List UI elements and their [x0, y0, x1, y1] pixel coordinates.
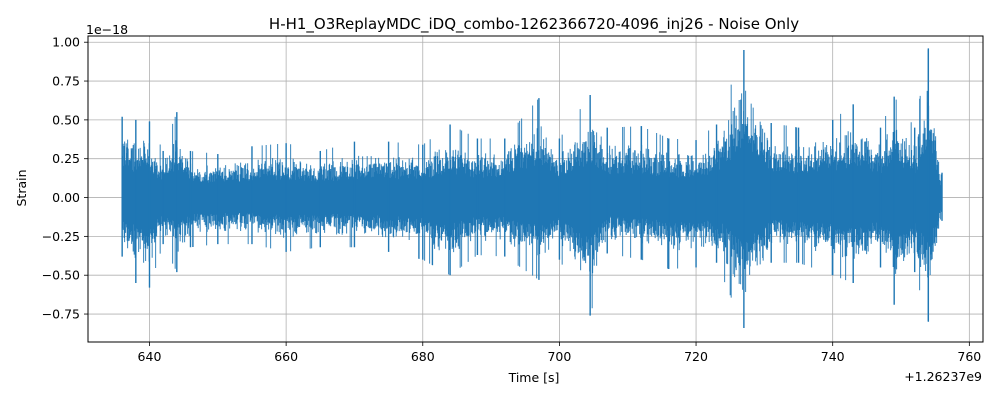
y-scale-label: 1e−18: [86, 22, 128, 37]
strain-trace: [121, 49, 943, 322]
y-tick-label: −0.50: [42, 268, 80, 283]
y-tick-label: 0.00: [52, 190, 80, 205]
x-tick-label: 660: [274, 349, 298, 364]
x-axis-label: Time [s]: [508, 370, 560, 385]
chart-title: H-H1_O3ReplayMDC_iDQ_combo-1262366720-40…: [269, 15, 799, 34]
series-strain: [121, 48, 943, 329]
x-tick-label: 740: [821, 349, 845, 364]
x-tick-label: 680: [411, 349, 435, 364]
x-tick-label: 700: [547, 349, 571, 364]
y-tick-label: 1.00: [52, 35, 80, 50]
plot-frame: [87, 35, 984, 343]
y-tick-label: 0.25: [52, 151, 80, 166]
x-tick-label: 640: [138, 349, 162, 364]
x-offset-label: +1.26237e9: [904, 369, 982, 384]
x-tick-label: 760: [957, 349, 981, 364]
x-axis: 640 660 680 700 720 740 760: [138, 342, 981, 364]
y-axis-label: Strain: [14, 169, 29, 206]
x-tick-label: 720: [684, 349, 708, 364]
y-tick-label: 0.50: [52, 112, 80, 127]
y-tick-label: 0.75: [52, 74, 80, 89]
y-tick-label: −0.75: [42, 307, 80, 322]
y-tick-label: −0.25: [42, 229, 80, 244]
y-axis: −0.75 −0.50 −0.25 0.00 0.25 0.50 0.75 1.00: [42, 35, 88, 322]
